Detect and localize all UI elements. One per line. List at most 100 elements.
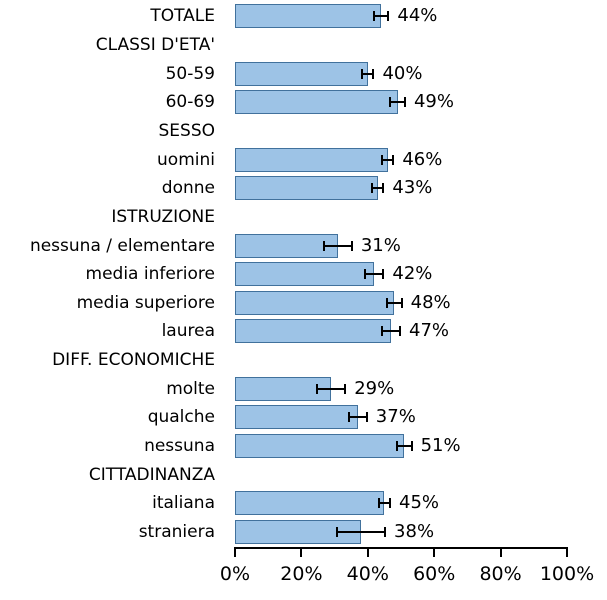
bar-row: TOTALE 44% (0, 2, 607, 31)
error-bar-cap-left (381, 326, 384, 337)
error-bar-cap-right (399, 326, 401, 337)
category-label: 60-69 (165, 92, 215, 113)
value-label: 47% (409, 320, 450, 342)
error-bar-cap-left (361, 68, 364, 79)
value-label: 49% (413, 91, 454, 113)
bar-row: 60-69 49% (0, 88, 607, 117)
bar (235, 4, 382, 29)
error-bar-line (371, 187, 385, 190)
error-bar-line (386, 301, 403, 304)
category-label: uomini (157, 149, 215, 170)
group-header-label: DIFF. ECONOMICHE (52, 350, 215, 371)
value-label: 29% (354, 377, 395, 399)
bar (235, 90, 398, 115)
x-axis-tick-label: 20% (280, 563, 323, 586)
x-axis-line (234, 547, 568, 550)
bar-row: qualche 37% (0, 403, 607, 432)
bar (235, 434, 405, 459)
group-header-row: ISTRUZIONE (0, 203, 607, 232)
group-header-row: DIFF. ECONOMICHE (0, 346, 607, 375)
value-label: 44% (397, 5, 438, 27)
error-bar-line (322, 244, 353, 247)
error-bar-line (336, 531, 387, 533)
bar-row: media superiore 48% (0, 289, 607, 318)
error-bar-cap-left (364, 269, 367, 280)
bar (235, 319, 392, 344)
value-label: 38% (394, 521, 435, 542)
error-bar-cap-left (347, 412, 350, 423)
bar (235, 176, 378, 201)
bar (235, 262, 375, 287)
error-bar-line (377, 502, 392, 505)
error-bar-cap-right (389, 498, 392, 509)
bar-row: nessuna 51% (0, 432, 607, 461)
bar (235, 376, 332, 401)
bar-row: italiana 45% (0, 489, 607, 518)
bar-row: media inferiore 42% (0, 260, 607, 289)
category-label: qualche (147, 407, 215, 428)
bar-row: 50-59 40% (0, 59, 607, 88)
x-axis-tick-label: 80% (479, 563, 522, 586)
group-header-label: CITTADINANZA (88, 464, 215, 485)
x-axis-tick (366, 549, 369, 558)
value-label: 45% (399, 492, 440, 514)
error-bar-cap-right (400, 297, 403, 308)
value-label: 37% (375, 406, 416, 428)
error-bar-cap-right (410, 441, 413, 452)
group-header-label: SESSO (158, 120, 216, 141)
error-bar-line (364, 273, 385, 276)
bar-row: straniera 38% (0, 518, 607, 547)
bar (235, 290, 395, 315)
error-bar-cap-left (371, 183, 374, 194)
error-bar-cap-left (322, 240, 325, 251)
category-label: 50-59 (165, 63, 215, 84)
bar (235, 147, 388, 172)
x-axis-tick (433, 549, 436, 558)
error-bar-cap-right (384, 527, 387, 537)
error-bar-cap-right (382, 269, 385, 280)
error-bar-cap-right (392, 154, 395, 165)
group-header-row: CLASSI D'ETA' (0, 31, 607, 60)
error-bar-line (372, 15, 390, 18)
error-bar-line (361, 72, 375, 75)
error-bar-cap-left (381, 154, 384, 165)
bar-row: molte 29% (0, 374, 607, 403)
group-header-row: SESSO (0, 117, 607, 146)
error-bar-line (396, 445, 413, 448)
error-bar-cap-left (316, 383, 319, 394)
x-axis-tick-label: 0% (219, 563, 251, 586)
group-header-label: ISTRUZIONE (111, 206, 215, 227)
x-axis-tick-label: 40% (346, 563, 389, 586)
x-axis-tick (499, 549, 502, 558)
x-axis-tick-label: 60% (413, 563, 456, 586)
error-bar-cap-right (350, 240, 353, 251)
value-label: 42% (392, 263, 433, 285)
bar-row: uomini 46% (0, 145, 607, 174)
bar-row: donne 43% (0, 174, 607, 203)
error-bar-line (381, 330, 401, 333)
bar (235, 405, 358, 430)
group-header-row: CITTADINANZA (0, 460, 607, 489)
category-label: media superiore (76, 292, 215, 313)
bar (235, 61, 368, 86)
bar (235, 520, 362, 544)
category-label: italiana (152, 493, 215, 514)
group-header-label: CLASSI D'ETA' (95, 34, 215, 55)
error-bar-line (347, 416, 368, 419)
error-bar-line (316, 387, 347, 390)
error-bar-cap-right (387, 11, 390, 22)
error-bar-cap-left (389, 97, 392, 108)
bar-row: nessuna / elementare 31% (0, 231, 607, 260)
error-bar-cap-left (377, 498, 380, 509)
category-label: nessuna / elementare (29, 235, 215, 256)
bar (235, 233, 338, 258)
category-label: straniera (138, 522, 215, 542)
value-label: 46% (402, 148, 443, 170)
error-bar-cap-right (365, 412, 368, 423)
bar (235, 491, 385, 516)
category-label: donne (161, 178, 215, 199)
category-label: molte (166, 378, 215, 399)
value-label: 43% (392, 177, 433, 199)
value-label: 48% (410, 291, 451, 313)
